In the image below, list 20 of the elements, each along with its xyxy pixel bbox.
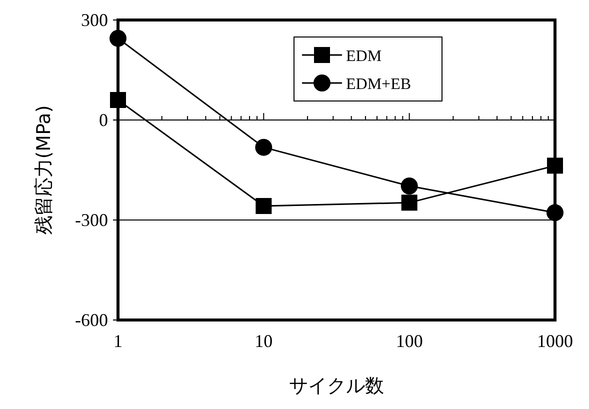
y-tick-label: 0: [99, 110, 108, 130]
y-tick-label: -300: [75, 210, 108, 230]
legend-label: EDM: [346, 48, 382, 65]
point: [401, 194, 418, 211]
point: [110, 30, 126, 47]
x-tick-label: 1000: [537, 331, 573, 351]
y-axis-title: 残留応力(MPa): [33, 105, 55, 235]
x-tick-label: 10: [254, 331, 273, 351]
point: [400, 178, 418, 194]
x-axis-title: サイクル数: [289, 375, 384, 397]
y-tick-label: 300: [81, 10, 108, 30]
point: [547, 158, 563, 174]
point: [255, 138, 272, 156]
point: [546, 204, 564, 222]
point: [110, 92, 126, 108]
x-tick-label: 1: [114, 331, 122, 351]
y-tick-label: -600: [75, 310, 108, 330]
legend-label: EDM+EB: [346, 76, 412, 93]
x-tick-label: 100: [396, 331, 423, 351]
point: [256, 198, 272, 214]
